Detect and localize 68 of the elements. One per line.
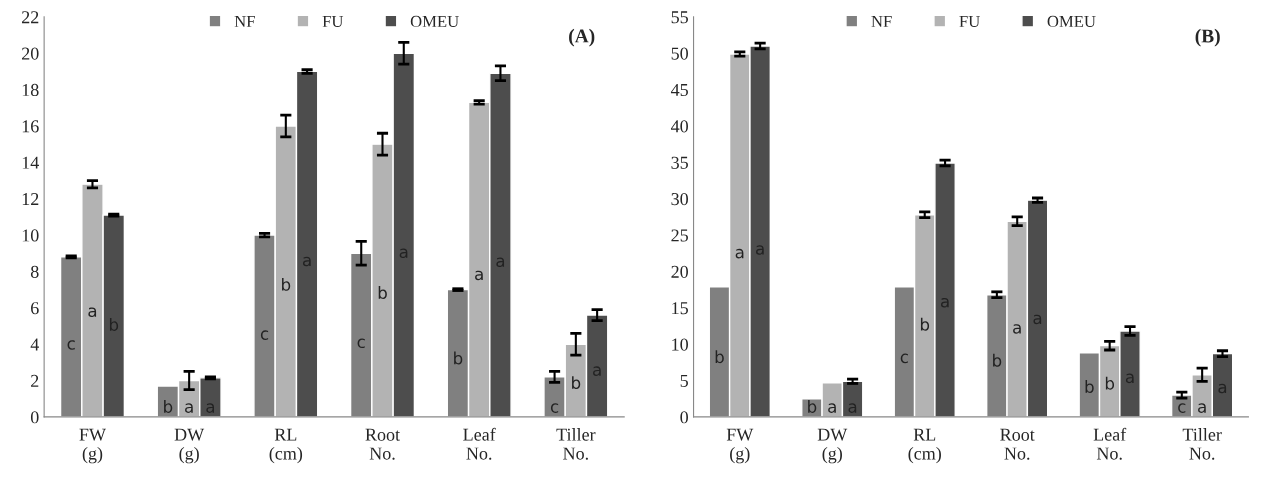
data-label: a [828, 403, 836, 413]
y-tick-label: 8 [30, 265, 39, 278]
y-tick-label: 15 [672, 302, 688, 315]
y-tick-label: 18 [22, 83, 39, 97]
y-tick-label: 4 [30, 338, 39, 351]
annotation: (B) [1195, 28, 1220, 47]
y-tick-label: 40 [670, 120, 688, 133]
y-tick-label: 50 [671, 47, 688, 60]
y-tick-label: 5 [680, 375, 688, 387]
y-tick-label: 16 [22, 120, 39, 133]
y-tick-label: 20 [671, 265, 688, 278]
legend-label: OMEU [1047, 15, 1096, 28]
data-label: c [260, 330, 269, 340]
data-label: b [1105, 376, 1115, 390]
y-tick-label: 0 [680, 411, 688, 424]
legend-label: NF [871, 15, 892, 27]
data-label: a [185, 403, 193, 413]
x-tick-label: DW (g) [174, 428, 205, 464]
data-label: b [1085, 380, 1094, 393]
x-tick-label: Tiller No. [556, 428, 596, 460]
data-label: a [1013, 324, 1021, 334]
y-tick-label: 10 [672, 338, 688, 351]
y-tick-label: 10 [22, 229, 39, 242]
x-tick-label: RL (cm) [908, 428, 941, 464]
y-tick-label: 20 [22, 47, 39, 60]
data-label: b [454, 351, 463, 365]
x-tick-label: FW (g) [79, 428, 106, 464]
legend-label: NF [234, 15, 255, 27]
data-label: b [715, 350, 724, 364]
y-tick-label: 2 [31, 374, 39, 387]
y-tick-label: 0 [30, 411, 39, 424]
data-label: b [920, 317, 930, 331]
data-label: b [378, 286, 387, 300]
data-label: c [550, 403, 559, 413]
y-tick-label: 25 [671, 229, 688, 242]
data-label: c [357, 338, 365, 349]
data-label: c [900, 353, 908, 364]
y-tick-label: 35 [671, 156, 688, 169]
legend-label: FU [322, 15, 344, 28]
data-label: b [572, 376, 581, 390]
x-tick-label: Tiller No. [1182, 428, 1222, 460]
x-tick-label: Leaf No. [1093, 427, 1127, 460]
legend-label: FU [959, 15, 980, 28]
x-tick-label: RL (cm) [269, 428, 303, 464]
data-label: b [993, 353, 1002, 367]
x-tick-label: Root No. [1000, 428, 1035, 460]
annotation: (A) [569, 28, 595, 47]
y-tick-label: 14 [22, 156, 39, 169]
legend-label: OMEU [410, 15, 459, 28]
data-label: a [475, 270, 483, 281]
y-tick-label: 6 [31, 302, 39, 315]
data-label: b [164, 400, 173, 413]
data-label: a [735, 248, 744, 259]
data-label: c [67, 340, 75, 350]
x-tick-label: DW (g) [817, 428, 848, 464]
y-tick-label: 45 [670, 83, 688, 97]
x-tick-label: FW (g) [726, 428, 754, 464]
data-label: c [1178, 403, 1186, 413]
y-tick-label: 55 [671, 11, 688, 24]
data-label: b [282, 277, 291, 291]
data-label: a [88, 307, 97, 318]
x-tick-label: Root No. [365, 428, 400, 460]
data-label: b [808, 400, 817, 413]
y-tick-label: 12 [22, 193, 39, 205]
y-tick-label: 22 [22, 11, 39, 24]
y-tick-label: 30 [671, 192, 688, 206]
data-label: a [1198, 403, 1206, 413]
x-tick-label: Leaf No. [463, 427, 496, 460]
